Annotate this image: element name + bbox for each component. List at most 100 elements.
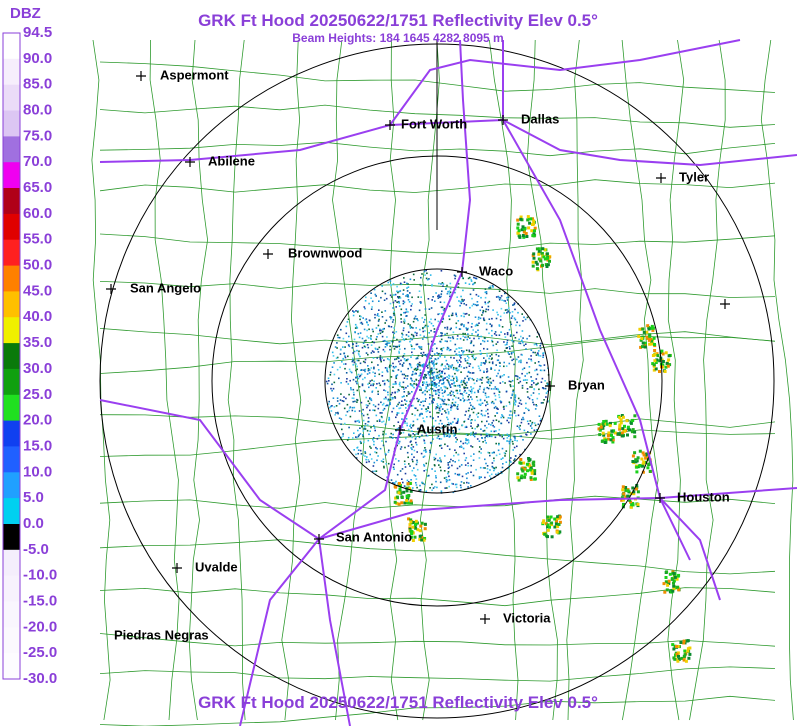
echo-pixel [406,422,408,425]
echo-pixel [384,292,387,295]
echo-pixel [414,475,417,477]
echo-pixel [488,318,491,320]
echo-pixel [362,414,365,417]
echo-pixel [470,280,473,282]
echo-pixel [555,530,559,534]
legend-label: -20.0 [23,618,57,635]
echo-pixel [407,517,411,521]
echo-pixel [362,435,364,438]
echo-pixel [331,351,334,354]
echo-pixel [408,392,411,395]
echo-pixel [373,443,375,446]
echo-pixel [446,340,448,343]
echo-pixel [429,487,431,489]
echo-pixel [428,403,431,405]
echo-pixel [529,386,531,388]
echo-pixel [423,335,425,338]
echo-pixel [422,376,425,379]
echo-pixel [367,400,370,402]
echo-pixel [415,441,417,444]
echo-pixel [399,381,401,384]
echo-pixel [438,422,440,425]
echo-pixel [405,494,409,498]
echo-pixel [418,309,421,312]
echo-pixel [378,346,381,349]
echo-pixel [329,371,332,374]
echo-pixel [370,367,373,369]
echo-pixel [534,424,537,427]
echo-pixel [521,466,525,470]
echo-pixel [470,432,472,434]
radar-site [435,379,439,383]
echo-pixel [444,410,446,412]
echo-pixel [476,334,479,337]
echo-pixel [513,363,515,366]
echo-pixel [477,304,479,306]
county-line [667,39,685,721]
echo-pixel [480,452,482,454]
echo-pixel [471,297,473,300]
echo-pixel [371,341,374,343]
echo-pixel [416,459,418,462]
echo-pixel [518,342,520,344]
echo-pixel [451,402,454,404]
echo-pixel [363,369,365,371]
echo-pixel [435,393,438,395]
echo-pixel [437,435,440,437]
echo-pixel [533,229,536,233]
county-line [188,39,209,721]
echo-pixel [346,340,349,343]
echo-pixel [458,465,461,468]
echo-pixel [354,331,356,333]
echo-pixel [487,378,490,381]
echo-pixel [545,256,549,260]
echo-pixel [476,438,479,440]
echo-pixel [469,434,472,436]
echo-pixel [392,407,395,410]
county-line [99,335,776,374]
echo-pixel [411,385,414,387]
echo-pixel [662,582,666,586]
echo-pixel [346,439,349,441]
echo-pixel [599,425,603,429]
echo-pixel [368,302,370,305]
echo-pixel [616,432,620,436]
echo-pixel [428,474,430,477]
echo-pixel [489,355,491,357]
echo-pixel [495,296,498,298]
echo-pixel [401,468,404,470]
echo-pixel [456,380,458,382]
echo-pixel [544,380,546,382]
echo-pixel [625,419,629,423]
echo-pixel [394,396,396,398]
county-line [99,233,776,254]
echo-pixel [467,371,470,373]
echo-pixel [342,433,344,435]
echo-pixel [404,422,406,424]
echo-pixel [523,367,526,369]
echo-pixel [495,343,498,345]
echo-pixel [489,469,491,471]
echo-pixel [421,481,423,484]
echo-pixel [433,353,436,355]
echo-pixel [384,453,387,455]
echo-pixel [431,468,433,470]
echo-pixel [470,464,472,467]
echo-pixel [380,401,382,404]
echo-pixel [411,430,413,432]
echo-pixel [633,435,637,439]
county-line [332,39,365,721]
legend-label: 80.0 [23,101,52,118]
echo-pixel [362,430,365,432]
echo-pixel [504,309,507,311]
echo-pixel [428,389,431,391]
echo-pixel [506,311,508,314]
echo-pixel [446,376,448,378]
echo-pixel [398,383,401,386]
echo-pixel [473,435,476,438]
legend-label: 70.0 [23,153,52,170]
echo-pixel [377,351,380,353]
echo-pixel [407,405,410,407]
echo-pixel [512,449,514,451]
echo-pixel [377,393,379,395]
